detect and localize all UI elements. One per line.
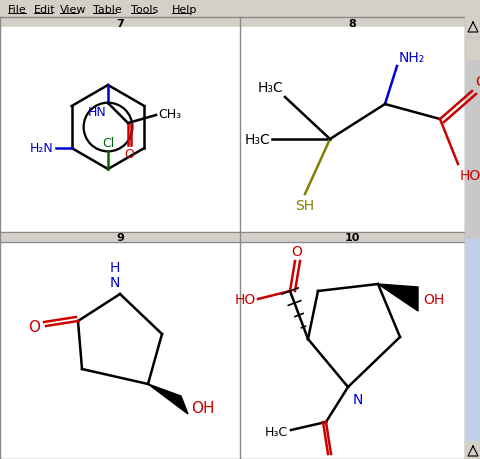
Bar xyxy=(0,28,240,233)
Text: 10: 10 xyxy=(344,233,359,242)
Text: H₃C: H₃C xyxy=(257,81,282,95)
Bar xyxy=(0,233,464,242)
Text: OH: OH xyxy=(191,401,214,415)
Text: H₂N: H₂N xyxy=(30,142,53,155)
Bar xyxy=(0,0,480,18)
Text: H₃C: H₃C xyxy=(264,425,288,438)
Text: N: N xyxy=(109,275,120,289)
Bar xyxy=(464,240,478,459)
Text: O: O xyxy=(474,75,480,89)
Bar xyxy=(464,441,480,459)
Text: Table: Table xyxy=(93,5,121,15)
Text: H₃C: H₃C xyxy=(244,133,269,147)
Bar xyxy=(465,40,479,60)
Text: H: H xyxy=(109,260,120,274)
Text: OH: OH xyxy=(422,292,444,306)
Text: N: N xyxy=(352,392,362,406)
Polygon shape xyxy=(148,384,188,414)
Text: Cl: Cl xyxy=(102,137,114,150)
Text: O: O xyxy=(124,148,133,161)
Bar xyxy=(240,28,464,233)
Text: File: File xyxy=(8,5,27,15)
Text: Edit: Edit xyxy=(34,5,56,15)
Text: Tools: Tools xyxy=(131,5,158,15)
Text: CH₃: CH₃ xyxy=(157,107,181,120)
Text: View: View xyxy=(60,5,86,15)
Bar xyxy=(464,18,480,36)
Bar xyxy=(464,18,480,459)
Text: 9: 9 xyxy=(116,233,124,242)
Text: HN: HN xyxy=(87,106,106,119)
Bar xyxy=(0,18,464,28)
Text: O: O xyxy=(291,245,302,258)
Text: 7: 7 xyxy=(116,19,124,29)
Text: HO: HO xyxy=(459,168,480,183)
Text: SH: SH xyxy=(295,199,314,213)
Polygon shape xyxy=(377,285,417,311)
Text: NH₂: NH₂ xyxy=(398,51,424,65)
Bar xyxy=(0,242,240,459)
Text: Help: Help xyxy=(172,5,197,15)
Text: HO: HO xyxy=(234,292,255,306)
Text: O: O xyxy=(325,458,336,459)
Text: O: O xyxy=(28,319,40,334)
Bar xyxy=(240,242,464,459)
Text: 8: 8 xyxy=(348,19,355,29)
